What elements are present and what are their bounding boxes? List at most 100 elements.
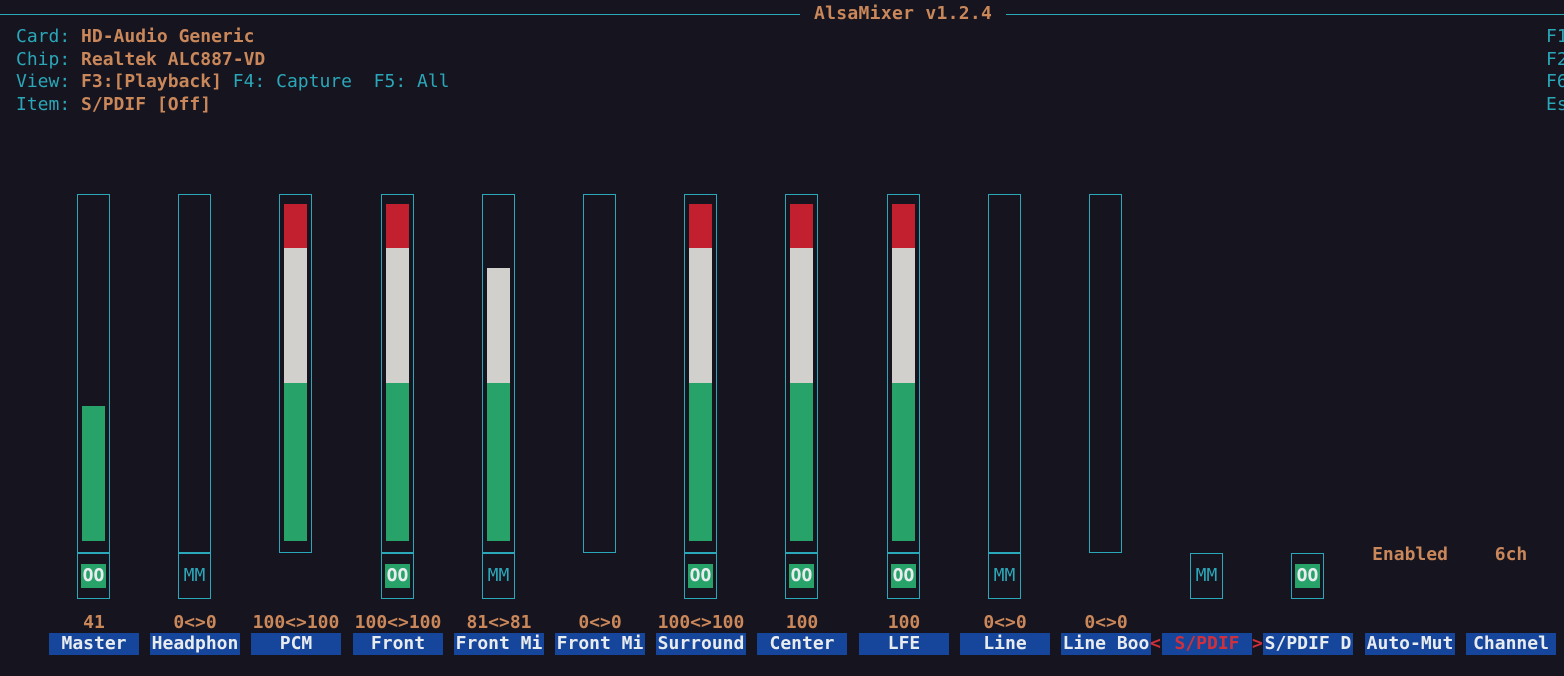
mute-switch[interactable]: OO	[785, 553, 818, 599]
mixer-control[interactable]: 6ch Channel	[1466, 0, 1564, 676]
view-capture-tab[interactable]: F4: Capture	[221, 71, 352, 92]
volume-slider[interactable]	[279, 194, 312, 553]
volume-fill	[82, 204, 105, 541]
card-label: Card:	[16, 26, 71, 47]
volume-value: 0<>0	[1084, 612, 1128, 633]
volume-slider[interactable]	[381, 194, 414, 553]
view-all-tab[interactable]: F5: All	[351, 71, 450, 92]
chip-value: Realtek ALC887-VD	[81, 48, 266, 70]
volume-slider[interactable]	[178, 194, 211, 553]
selection-arrow-left: <	[1150, 633, 1161, 654]
mixer-control[interactable]: OO 41 Master	[49, 0, 149, 676]
mixer-control[interactable]: OO 100 Center	[757, 0, 857, 676]
volume-fill	[993, 204, 1016, 541]
volume-slider[interactable]	[785, 194, 818, 553]
level-red	[790, 204, 813, 248]
control-name[interactable]: Front Mi	[555, 633, 645, 655]
volume-fill	[386, 204, 409, 541]
key-f2[interactable]: F2	[1546, 48, 1564, 70]
mute-switch[interactable]: OO	[684, 553, 717, 599]
view-f3-key[interactable]: F3:	[81, 71, 114, 92]
mute-switch[interactable]: OO	[381, 553, 414, 599]
volume-value: 100	[887, 612, 921, 633]
volume-slider[interactable]	[684, 194, 717, 553]
control-name[interactable]: Master	[49, 633, 139, 655]
level-green	[82, 406, 105, 541]
volume-slider[interactable]	[988, 194, 1021, 553]
mute-switch-label: OO	[1295, 564, 1320, 588]
mute-switch-label: MM	[993, 565, 1016, 586]
mixer-control[interactable]: OO 100 LFE	[859, 0, 959, 676]
control-name[interactable]: LFE	[859, 633, 949, 655]
control-name[interactable]: Front Mi	[454, 633, 544, 655]
volume-slider[interactable]	[482, 194, 515, 553]
item-value: S/PDIF [Off]	[81, 93, 212, 115]
mute-switch[interactable]: MM	[1190, 553, 1223, 599]
mute-switch-label: OO	[789, 564, 814, 588]
mute-switch-label: OO	[385, 564, 410, 588]
key-esc[interactable]: Es	[1546, 93, 1564, 115]
mixer-control[interactable]: OO S/PDIF D	[1263, 0, 1363, 676]
mute-switch-label: MM	[183, 565, 206, 586]
mixer-control[interactable]: 0<>0 Front Mi	[555, 0, 655, 676]
mute-switch[interactable]: MM	[988, 553, 1021, 599]
mixer-control[interactable]: OO 100<>100 Surround	[656, 0, 756, 676]
mixer-control[interactable]: MM S/PDIF < >	[1150, 0, 1263, 676]
mixer-control[interactable]: OO 100<>100 Front	[353, 0, 453, 676]
mixer-control[interactable]: 100<>100 PCM	[251, 0, 351, 676]
volume-value: 81<>81	[466, 612, 532, 633]
mixer-control[interactable]: MM 0<>0 Headphon	[150, 0, 250, 676]
volume-slider[interactable]	[583, 194, 616, 553]
key-f1[interactable]: F1	[1546, 26, 1564, 47]
enum-value[interactable]: Enabled	[1372, 544, 1448, 565]
volume-fill	[183, 204, 206, 541]
control-name[interactable]: PCM	[251, 633, 341, 655]
mixer-control[interactable]: 0<>0 Line Boo	[1061, 0, 1161, 676]
volume-value: 100	[785, 612, 819, 633]
volume-value: 0<>0	[173, 612, 217, 633]
mixer-control[interactable]: MM 0<>0 Line	[960, 0, 1060, 676]
volume-slider[interactable]	[887, 194, 920, 553]
level-green	[689, 382, 712, 541]
volume-fill	[689, 204, 712, 541]
mute-switch[interactable]: OO	[77, 553, 110, 599]
control-name[interactable]: Front	[353, 633, 443, 655]
level-red	[284, 204, 307, 248]
control-name[interactable]: Auto-Mut	[1365, 633, 1455, 655]
control-name[interactable]: S/PDIF D	[1263, 633, 1353, 655]
level-white	[689, 247, 712, 383]
control-name[interactable]: Center	[757, 633, 847, 655]
level-white	[284, 247, 307, 383]
level-red	[892, 204, 915, 248]
control-name[interactable]: Headphon	[150, 633, 240, 655]
control-name[interactable]: S/PDIF	[1162, 633, 1252, 655]
volume-value: 41	[83, 612, 105, 633]
mixer-control[interactable]: Enabled Auto-Mut	[1365, 0, 1465, 676]
volume-slider[interactable]	[77, 194, 110, 553]
control-name[interactable]: Line	[960, 633, 1050, 655]
control-name[interactable]: Channel	[1466, 633, 1556, 655]
volume-fill	[588, 204, 611, 541]
item-label: Item:	[16, 93, 71, 115]
mute-switch-label: MM	[487, 565, 510, 586]
view-label: View:	[16, 71, 71, 92]
control-name[interactable]: Surround	[656, 633, 746, 655]
level-green	[892, 382, 915, 541]
mute-switch-label: MM	[1195, 565, 1218, 586]
mute-switch[interactable]: MM	[178, 553, 211, 599]
volume-value: 100<>100	[252, 612, 340, 633]
key-f6[interactable]: F6	[1546, 71, 1564, 92]
enum-value[interactable]: 6ch	[1494, 544, 1528, 565]
volume-fill	[790, 204, 813, 541]
level-white	[892, 247, 915, 383]
mute-switch[interactable]: MM	[482, 553, 515, 599]
mute-switch[interactable]: OO	[887, 553, 920, 599]
mute-switch[interactable]: OO	[1291, 553, 1324, 599]
level-white	[790, 247, 813, 383]
volume-slider[interactable]	[1089, 194, 1122, 553]
volume-value: 0<>0	[983, 612, 1027, 633]
selection-arrow-right: >	[1252, 633, 1263, 654]
mixer-control[interactable]: MM 81<>81 Front Mi	[454, 0, 554, 676]
view-playback-tab[interactable]: [Playback]	[113, 71, 222, 92]
control-name[interactable]: Line Boo	[1061, 633, 1151, 655]
